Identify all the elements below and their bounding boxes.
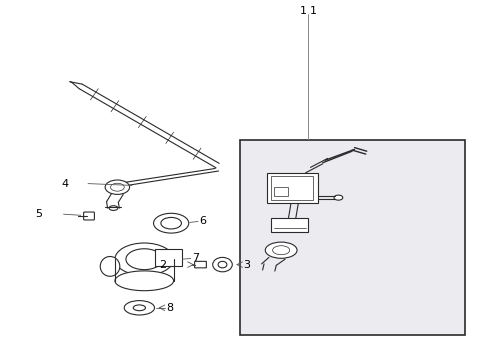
Ellipse shape: [264, 242, 296, 258]
FancyBboxPatch shape: [194, 261, 206, 268]
Bar: [273, 187, 287, 196]
Bar: [271, 176, 312, 200]
Text: 8: 8: [166, 303, 173, 313]
Bar: [266, 173, 317, 203]
Ellipse shape: [115, 243, 173, 275]
Ellipse shape: [109, 206, 118, 210]
Text: 1: 1: [299, 6, 306, 16]
Text: 6: 6: [199, 216, 206, 226]
Bar: [271, 218, 307, 232]
Bar: [239, 140, 464, 335]
Text: 7: 7: [192, 253, 199, 264]
Circle shape: [212, 257, 232, 272]
Text: 4: 4: [61, 179, 68, 189]
FancyBboxPatch shape: [83, 212, 94, 220]
Text: 5: 5: [36, 209, 42, 219]
Text: 1: 1: [309, 6, 316, 16]
Ellipse shape: [105, 180, 129, 194]
Ellipse shape: [115, 271, 173, 291]
Text: 3: 3: [243, 260, 249, 270]
Bar: [155, 249, 182, 266]
Ellipse shape: [124, 301, 154, 315]
Ellipse shape: [333, 195, 342, 200]
Text: 2: 2: [159, 260, 166, 270]
Ellipse shape: [100, 256, 120, 276]
Ellipse shape: [153, 213, 188, 233]
